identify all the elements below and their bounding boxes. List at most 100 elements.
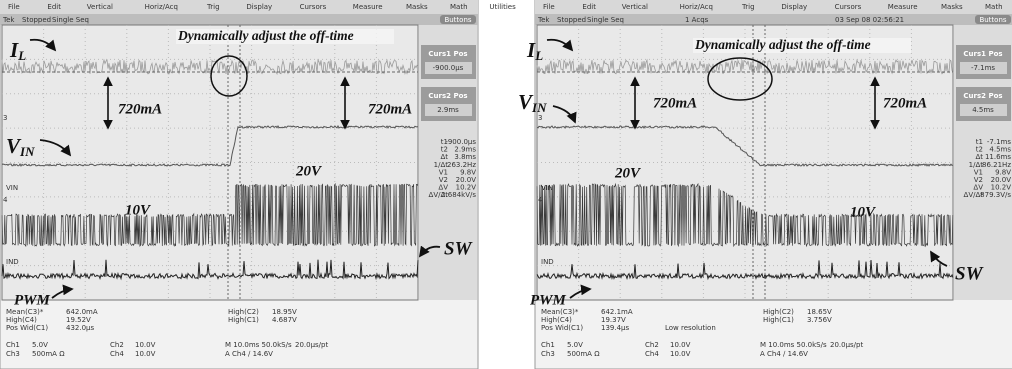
measurement-value: 642.1mA: [601, 308, 633, 316]
status-text: Single Seq: [587, 16, 624, 24]
status-text: 03 Sep 08 02:56:21: [835, 16, 904, 24]
measurement-label: Pos Wid(C1): [6, 324, 48, 332]
channel-marker: VIN: [541, 184, 553, 192]
menu-item[interactable]: Vertical: [622, 3, 648, 11]
pwm-label: PWM: [530, 292, 567, 308]
scope-panel: File Edit Vertical Horiz/Acq Trig Display Curs…: [0, 0, 568, 369]
menu-item[interactable]: Vertical: [87, 3, 113, 11]
status-text: Stopped: [22, 16, 51, 24]
channel-setting: M 10.0ms 50.0kS/s: [225, 341, 292, 349]
measurement-value: 19.52V: [66, 316, 91, 324]
channel-setting: Ch2: [110, 341, 124, 349]
measurement-value: 642.0mA: [66, 308, 98, 316]
ripple-label: 720mA: [883, 95, 927, 111]
measurement-value: 4.687V: [272, 316, 297, 324]
channel-setting: A Ch4 ∕ 14.6V: [225, 350, 273, 358]
menu-item[interactable]: Math: [985, 3, 1003, 11]
cursor-label[interactable]: Curs2 Pos: [428, 92, 467, 100]
readout-value: 879.3V/s: [980, 191, 1011, 199]
note-label: Dynamically adjust the off-time: [694, 37, 871, 52]
measurement-label: Pos Wid(C1): [541, 324, 583, 332]
sw-label: SW: [444, 238, 473, 259]
channel-setting: Ch4: [645, 350, 659, 358]
measurement-value: 18.65V: [807, 308, 832, 316]
voltage-label-subscript: IN: [531, 100, 547, 115]
measurement-label: High(C4): [6, 316, 37, 324]
menu-item[interactable]: Cursors: [300, 3, 327, 11]
measurement-label: High(C4): [541, 316, 572, 324]
cursor-value: 2.9ms: [437, 106, 459, 114]
ripple-label: 720mA: [653, 95, 697, 111]
buttons-label[interactable]: Buttons: [979, 16, 1006, 24]
measurement-label: High(C2): [763, 308, 794, 316]
menu-item[interactable]: Utilities: [489, 3, 516, 11]
channel-setting: A Ch4 ∕ 14.6V: [760, 350, 808, 358]
ripple-label: 720mA: [368, 101, 412, 117]
measurement-value: 19.37V: [601, 316, 626, 324]
cursor-label[interactable]: Curs1 Pos: [963, 50, 1002, 58]
channel-setting: Ch1: [6, 341, 20, 349]
menu-item[interactable]: Display: [246, 3, 272, 11]
menu-item[interactable]: Math: [450, 3, 468, 11]
menu-item[interactable]: Trig: [206, 3, 220, 11]
channel-marker: VIN: [6, 184, 18, 192]
channel-marker: 3: [538, 114, 542, 122]
buttons-label[interactable]: Buttons: [444, 16, 471, 24]
low-voltage-label: 10V: [850, 204, 877, 220]
cursor-label[interactable]: Curs1 Pos: [428, 50, 467, 58]
readout-value: 2.684kV/s: [441, 191, 476, 199]
figure: File Edit Vertical Horiz/Acq Trig Display Curs…: [0, 0, 1012, 369]
status-text: Stopped: [557, 16, 586, 24]
status-text: Tek: [537, 16, 550, 24]
cursor-value: -900.0μs: [433, 64, 464, 72]
menu-item[interactable]: File: [543, 3, 555, 11]
menu-item[interactable]: Trig: [741, 3, 755, 11]
channel-setting: M 10.0ms 50.0kS/s: [760, 341, 827, 349]
ripple-label: 720mA: [118, 101, 162, 117]
channel-setting: 5.0V: [32, 341, 48, 349]
measurement-value: 3.756V: [807, 316, 832, 324]
menu-item[interactable]: Edit: [47, 3, 61, 11]
high-voltage-label: 20V: [295, 163, 323, 179]
sw-label: SW: [955, 263, 984, 284]
channel-setting: 10.0V: [135, 350, 156, 358]
measurement-label: High(C2): [228, 308, 259, 316]
cursor-value: -7.1ms: [971, 64, 995, 72]
scope-panel: File Edit Vertical Horiz/Acq Trig Display Curs…: [518, 0, 1012, 369]
measurement-label: Mean(C3)*: [541, 308, 579, 316]
note-label: Dynamically adjust the off-time: [177, 28, 354, 43]
measurement-value: 18.95V: [272, 308, 297, 316]
channel-setting: Ch3: [541, 350, 555, 358]
channel-setting: Ch3: [6, 350, 20, 358]
channel-setting: 10.0V: [135, 341, 156, 349]
cursor-value: 4.5ms: [972, 106, 994, 114]
menu-item[interactable]: Measure: [353, 3, 383, 11]
menu-item[interactable]: Edit: [582, 3, 596, 11]
channel-setting: 20.0μs/pt: [295, 341, 328, 349]
current-label-subscript: L: [17, 48, 26, 63]
channel-setting: 20.0μs/pt: [830, 341, 863, 349]
cursor-label[interactable]: Curs2 Pos: [963, 92, 1002, 100]
menu-item[interactable]: Horiz/Acq: [680, 3, 713, 11]
status-text: Tek: [2, 16, 15, 24]
channel-setting: Ch4: [110, 350, 124, 358]
channel-marker: 4: [3, 196, 8, 204]
channel-setting: 10.0V: [670, 341, 691, 349]
menu-item[interactable]: Cursors: [835, 3, 862, 11]
pwm-label: PWM: [14, 292, 51, 308]
menu-item[interactable]: Measure: [888, 3, 918, 11]
current-label-subscript: L: [534, 48, 543, 63]
channel-setting: 10.0V: [670, 350, 691, 358]
resolution-note: Low resolution: [665, 324, 716, 332]
measurement-value: 139.4μs: [601, 324, 629, 332]
menu-item[interactable]: Display: [781, 3, 807, 11]
menu-item[interactable]: Masks: [406, 3, 428, 11]
channel-setting: 5.0V: [567, 341, 583, 349]
channel-setting: 500mA Ω: [32, 350, 65, 358]
channel-setting: 500mA Ω: [567, 350, 600, 358]
menu-item[interactable]: File: [8, 3, 20, 11]
measurement-value: 432.0μs: [66, 324, 94, 332]
menu-item[interactable]: Masks: [941, 3, 963, 11]
measurement-label: High(C1): [228, 316, 259, 324]
menu-item[interactable]: Horiz/Acq: [145, 3, 178, 11]
